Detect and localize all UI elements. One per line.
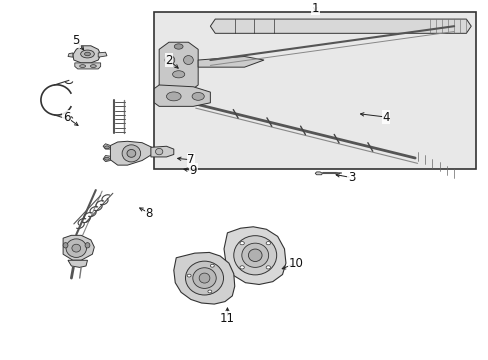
Ellipse shape [72, 244, 81, 252]
Polygon shape [73, 46, 101, 63]
Ellipse shape [183, 55, 193, 64]
Polygon shape [159, 42, 198, 92]
Ellipse shape [207, 290, 211, 293]
Polygon shape [75, 63, 101, 69]
Polygon shape [68, 260, 87, 267]
Polygon shape [68, 53, 73, 57]
Text: 3: 3 [347, 171, 355, 184]
Polygon shape [103, 156, 110, 162]
Ellipse shape [210, 264, 214, 267]
Text: 8: 8 [145, 207, 153, 220]
Polygon shape [154, 85, 210, 106]
Ellipse shape [174, 44, 183, 49]
Ellipse shape [265, 242, 270, 245]
Ellipse shape [248, 249, 262, 261]
Ellipse shape [155, 148, 163, 155]
Ellipse shape [240, 266, 244, 269]
Ellipse shape [84, 52, 90, 56]
Ellipse shape [104, 157, 109, 160]
Text: 10: 10 [287, 257, 303, 270]
Ellipse shape [66, 239, 86, 257]
Ellipse shape [187, 274, 191, 277]
Polygon shape [224, 227, 285, 284]
Ellipse shape [265, 266, 270, 269]
Polygon shape [198, 57, 264, 67]
Text: 7: 7 [187, 153, 194, 166]
Text: 4: 4 [382, 111, 389, 123]
Ellipse shape [85, 243, 90, 248]
Text: 11: 11 [220, 312, 234, 325]
Ellipse shape [104, 146, 109, 149]
Bar [154, 12, 475, 169]
Ellipse shape [192, 93, 204, 100]
Ellipse shape [166, 92, 181, 101]
Text: 5: 5 [72, 34, 80, 47]
Ellipse shape [240, 242, 244, 245]
Polygon shape [63, 235, 94, 260]
Ellipse shape [192, 268, 216, 288]
Ellipse shape [127, 149, 136, 157]
Polygon shape [173, 252, 234, 304]
Polygon shape [103, 144, 110, 149]
Ellipse shape [81, 50, 94, 58]
Text: 6: 6 [62, 111, 70, 123]
Ellipse shape [63, 243, 68, 248]
Polygon shape [210, 19, 470, 33]
Ellipse shape [199, 273, 209, 283]
Ellipse shape [172, 71, 184, 78]
Text: 1: 1 [311, 2, 318, 15]
Ellipse shape [185, 261, 223, 295]
Polygon shape [315, 172, 322, 175]
Polygon shape [151, 146, 173, 157]
Text: 9: 9 [189, 164, 197, 177]
Ellipse shape [90, 65, 96, 68]
Ellipse shape [164, 55, 174, 64]
Ellipse shape [233, 236, 276, 275]
Polygon shape [98, 52, 107, 57]
Text: 2: 2 [165, 54, 172, 67]
Ellipse shape [242, 243, 268, 267]
Ellipse shape [80, 65, 85, 68]
Ellipse shape [122, 145, 141, 162]
Polygon shape [110, 141, 152, 165]
